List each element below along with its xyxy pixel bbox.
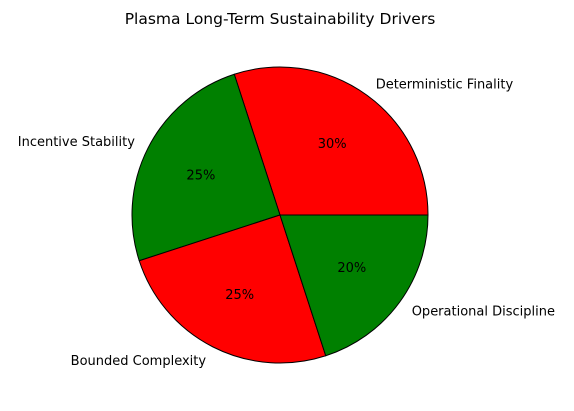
pie-slice-4 [279, 214, 429, 357]
slice-percent-3: 25% [225, 288, 254, 303]
pie-slices [131, 66, 429, 364]
slice-label-4: Operational Discipline [412, 305, 555, 320]
slice-percent-1: 30% [318, 137, 347, 152]
slice-label-3: Bounded Complexity [71, 354, 207, 369]
slice-percent-2: 25% [186, 169, 215, 184]
pie-slice-3 [138, 214, 327, 364]
pie-slice-2 [131, 73, 281, 262]
slice-label-1: Deterministic Finality [376, 77, 514, 92]
pie-labels: Deterministic Finality 30% Incentive Stabi… [18, 77, 555, 369]
slice-percent-4: 20% [337, 261, 366, 276]
chart-title: Plasma Long-Term Sustainability Drivers [125, 10, 436, 28]
slice-label-2: Incentive Stability [18, 135, 135, 150]
pie-slice-1 [233, 66, 429, 216]
